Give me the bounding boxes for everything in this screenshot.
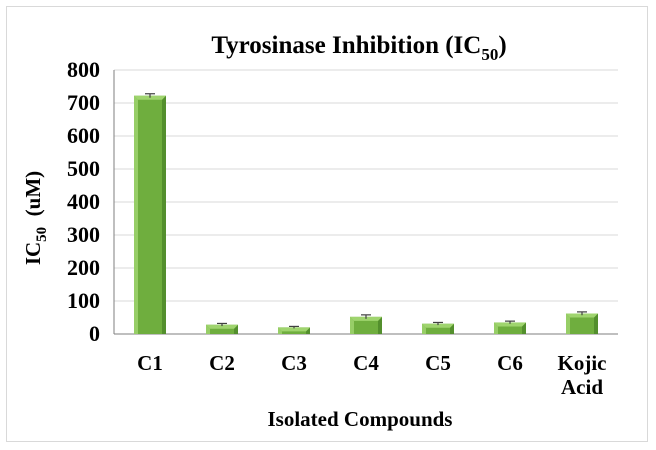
x-tick-label-line: C2 <box>209 351 235 375</box>
y-axis-title-main: IC <box>21 242 45 265</box>
bar <box>494 320 526 334</box>
bar-shade <box>234 324 238 334</box>
x-tick-label: C4 <box>353 351 379 375</box>
x-tick-label-line: Kojic <box>558 351 607 375</box>
bar-shade <box>450 323 454 334</box>
x-tick-label: C1 <box>137 351 163 375</box>
gridlines <box>113 69 618 335</box>
bar-shade <box>162 95 166 335</box>
x-tick-label: Kojic Acid <box>558 351 607 399</box>
bar-body <box>206 324 238 334</box>
x-tick-label: C5 <box>425 351 451 375</box>
x-tick-label-line: C6 <box>497 351 523 375</box>
bar-top-bevel <box>206 324 238 329</box>
bar-body <box>422 323 454 334</box>
bar-highlight <box>278 327 282 334</box>
y-axis-title-end: (uM) <box>21 171 45 227</box>
y-axis-title-subscript: 50 <box>34 227 50 242</box>
bar-shade <box>378 316 382 334</box>
bar <box>422 321 454 334</box>
y-axis-title: IC50 (uM) <box>21 171 50 265</box>
bar-top-bevel <box>566 313 598 318</box>
bar-highlight <box>206 324 210 334</box>
bars <box>134 93 598 335</box>
bar <box>350 314 382 334</box>
bar-highlight <box>134 95 138 335</box>
chart-title-main: Tyrosinase Inhibition (IC <box>211 32 481 59</box>
bar-shade <box>594 313 598 334</box>
bar-highlight <box>350 316 354 334</box>
x-axis-title: Isolated Compounds <box>268 407 453 431</box>
y-tick-label: 500 <box>67 156 100 181</box>
y-tick-label: 0 <box>89 321 100 346</box>
x-tick-label-line: C1 <box>137 351 163 375</box>
x-tick-label: C2 <box>209 351 235 375</box>
y-tick-label: 100 <box>67 288 100 313</box>
y-axis-tick-labels: 0 100 200 300 400 500 600 700 800 <box>67 57 100 346</box>
bar-top-bevel <box>422 323 454 328</box>
y-tick-label: 300 <box>67 222 100 247</box>
bar-body <box>494 322 526 334</box>
chart-title-end: ) <box>498 32 506 59</box>
chart-title: Tyrosinase Inhibition (IC50) <box>211 32 506 64</box>
bar-shade <box>306 327 310 334</box>
chart-frame <box>6 6 648 442</box>
x-tick-label-line: C4 <box>353 351 379 375</box>
x-tick-label: C6 <box>497 351 523 375</box>
x-tick-label: C3 <box>281 351 307 375</box>
bar-highlight <box>422 323 426 334</box>
y-tick-label: 700 <box>67 90 100 115</box>
bar-top-bevel <box>278 327 310 332</box>
bar-highlight <box>566 313 570 334</box>
bar-body <box>134 95 166 335</box>
chart-title-subscript: 50 <box>481 45 498 64</box>
y-tick-label: 400 <box>67 189 100 214</box>
bar-top-bevel <box>350 316 382 321</box>
y-tick-label: 800 <box>67 57 100 82</box>
bar-top-bevel <box>134 95 166 100</box>
bar <box>206 322 238 334</box>
x-axis-tick-labels: C1 C2 C3 C4 C5 C6 Kojic Acid <box>137 351 606 399</box>
x-tick-label-line: C5 <box>425 351 451 375</box>
bar <box>566 311 598 334</box>
x-tick-label-line: C3 <box>281 351 307 375</box>
y-tick-label: 200 <box>67 255 100 280</box>
bar-shade <box>522 322 526 334</box>
bar-body <box>350 316 382 334</box>
x-tick-label-line: Acid <box>561 375 603 399</box>
y-tick-label: 600 <box>67 123 100 148</box>
bar-top-bevel <box>494 322 526 327</box>
bar <box>134 93 166 335</box>
bar-body <box>566 313 598 334</box>
bar-highlight <box>494 322 498 334</box>
bar <box>278 325 310 334</box>
